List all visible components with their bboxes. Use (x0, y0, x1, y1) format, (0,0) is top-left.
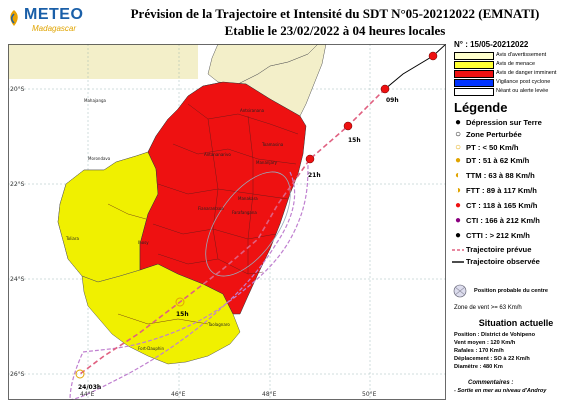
track-label-24-03h: 24/03h (78, 384, 101, 391)
legend-panel: N° : 15/05-20212022 Avis d'avertissement… (448, 40, 584, 412)
place-name-4: Fianarantsoa (198, 206, 224, 211)
prob-center-label: Position probable du centre (474, 288, 548, 294)
ctti-icon: ● (454, 230, 462, 241)
place-name-2: Mahajanga (84, 98, 107, 103)
logo-text: METEO (24, 6, 84, 23)
track-label-09h: 09h (386, 97, 399, 104)
district-borders (107, 103, 299, 325)
place-name-1: Antsiranana (240, 108, 265, 113)
track-point-2 (380, 84, 390, 94)
situation-gusts: Rafales : 170 Km/h (454, 348, 504, 354)
lon-label-2: 46°E (171, 391, 186, 398)
cti-icon: ● (454, 215, 462, 226)
map-area: 09h 15h 21h 15h 24/03h Antsiranana Mahaj… (8, 43, 447, 401)
lat-label-3: 24°S (10, 276, 25, 283)
lon-label-3: 48°E (262, 391, 277, 398)
map-svg: 09h 15h 21h 15h 24/03h Antsiranana Mahaj… (8, 43, 447, 401)
lat-label-1: 20°S (10, 86, 25, 93)
track-point-1 (428, 51, 438, 61)
place-name-3: Antananarivo (204, 152, 231, 157)
place-name-5: Toamasina (261, 142, 284, 147)
track-point-5 (175, 297, 185, 307)
observed-track (384, 43, 447, 90)
wind-zone (205, 171, 291, 277)
probability-cone (67, 158, 309, 401)
track-label-15h: 15h (348, 137, 361, 144)
ftt-icon: ◑ (454, 185, 462, 196)
comments-title: Commentaires : (468, 380, 514, 386)
place-name-12: Manakara (238, 196, 258, 201)
prob-center-icon (453, 284, 467, 298)
meteo-logo: METEO Madagascar (6, 4, 84, 40)
track-point-4 (305, 154, 315, 164)
logo-subtext: Madagascar (32, 24, 77, 33)
place-name-9: Toliara (65, 236, 80, 241)
filled-circle-icon: ● (454, 117, 462, 128)
solid-line-icon (452, 261, 464, 263)
legend-title: Légende (454, 100, 508, 115)
open-circle-icon: ○ (454, 129, 462, 140)
dashed-line-icon (452, 249, 464, 251)
track-label-15h-b: 15h (176, 311, 189, 318)
bulletin-number: N° : 15/05-20212022 (454, 40, 529, 49)
ct-icon: ● (454, 200, 462, 211)
logo-icon (10, 10, 18, 26)
ttm-icon: ◐ (454, 170, 462, 181)
track-point-3 (343, 121, 353, 131)
map-frame (8, 44, 446, 400)
comments-text: - Sortie en mer au niveau d'Androy (454, 388, 547, 394)
region-neutral-north (207, 43, 319, 85)
page-title: Prévision de la Trajectoire et Intensité… (130, 6, 540, 21)
lon-label-4: 50°E (362, 391, 377, 398)
place-name-13: Fort-Dauphin (138, 346, 165, 351)
lat-label-2: 22°S (10, 181, 25, 188)
track-point-6 (75, 369, 85, 379)
wind-zone-label: Zone de vent >= 63 Km/h (454, 305, 522, 311)
lat-label-4: 26°S (10, 371, 25, 378)
situation-diameter: Diamètre : 480 Km (454, 364, 503, 370)
page-subtitle: Etablie le 23/02/2022 à 04 heures locale… (224, 23, 446, 38)
situation-position: Position : District de Vohipeno (454, 332, 536, 338)
situation-wind: Vent moyen : 120 Km/h (454, 340, 516, 346)
situation-movement: Déplacement : SO à 22 Km/h (454, 356, 530, 362)
lon-label-1: 44°E (80, 391, 95, 398)
land-africa-coast (8, 44, 198, 79)
place-name-7: Farafangana (232, 210, 257, 215)
track-label-21h: 21h (308, 172, 321, 179)
region-danger (139, 81, 307, 315)
place-name-6: Mananjary (256, 160, 278, 165)
forecast-track (79, 88, 386, 375)
pt-icon: ○ (454, 142, 462, 153)
dt-icon: ● (454, 155, 462, 166)
situation-title: Situation actuelle (478, 318, 554, 328)
place-name-11: Ihosy (138, 240, 149, 245)
place-name-8: Morondava (88, 156, 111, 161)
place-name-10: Taolagnaro (207, 322, 230, 327)
header: METEO Madagascar Prévision de la Traject… (0, 0, 586, 44)
